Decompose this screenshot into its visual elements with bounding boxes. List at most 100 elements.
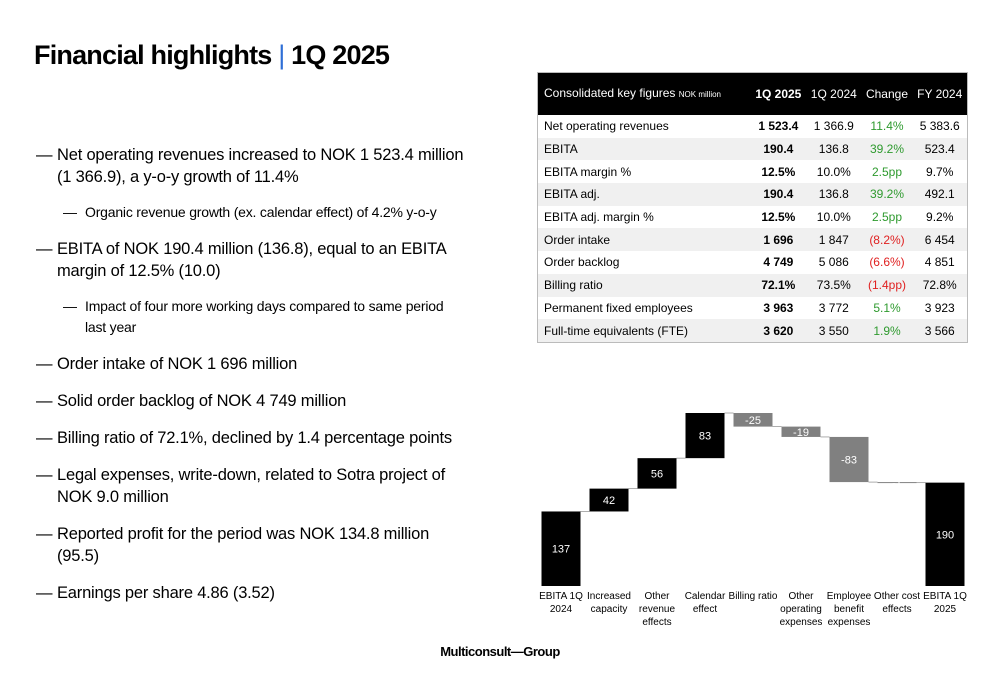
category-label: Other operating expenses: [779, 591, 823, 628]
value-label: -25: [745, 415, 761, 427]
table-row: Net operating revenues 1 523.4 1 366.9 11.4…: [538, 115, 968, 138]
table-row: Billing ratio 72.1% 73.5% (1.4pp) 72.8%: [537, 273, 968, 297]
table-cell: 12.5%: [761, 164, 796, 179]
bullet: Billing ratio of 72.1%, declined by 1.4 …: [36, 427, 466, 449]
bar: [541, 511, 581, 586]
table-row: Order intake 1 696 1 847 (8.2%) 6 454: [537, 228, 968, 252]
table-cell: Billing ratio: [537, 273, 751, 297]
table-cell: 1.9%: [861, 319, 913, 343]
category-label: Billing ratio: [728, 591, 778, 602]
bar: [685, 413, 725, 459]
table-cell: 12.5%: [761, 210, 796, 225]
bullet: Reported profit for the period was NOK 1…: [36, 523, 466, 567]
table-cell: 72.1%: [750, 273, 807, 297]
category-label: Increased capacity: [587, 591, 631, 615]
table-cell: EBITA margin %: [544, 164, 632, 179]
table-cell: 5.1%: [873, 300, 901, 315]
category-label: Calendar effect: [684, 591, 726, 615]
value-label: -83: [841, 455, 857, 467]
bar: [637, 458, 677, 489]
table-cell: 5 383.6: [919, 119, 960, 134]
table-row: EBITA adj. margin % 12.5% 10.0% 2.5pp 9.2%: [538, 206, 968, 229]
bar: [733, 413, 773, 427]
header-row: Consolidated key figures NOK million 1Q 2…: [537, 72, 968, 115]
slide-title: Financial highlights | 1Q 2025: [34, 40, 390, 71]
table-cell: 2.5pp: [871, 210, 902, 225]
table-row: EBITA margin % 12.5% 10.0% 2.5pp 9.7%: [538, 160, 968, 183]
bullet-text: EBITA of NOK 190.4 million (136.8), equa…: [57, 240, 446, 280]
sub-bullet: Organic revenue growth (ex. calendar eff…: [63, 202, 466, 223]
bullet: Order intake of NOK 1 696 million: [36, 353, 466, 375]
table-cell: 39.2%: [861, 137, 913, 161]
table-cell: Full-time equivalents (FTE): [537, 319, 751, 343]
header-cell: 1Q 2025: [750, 72, 807, 115]
title-separator: |: [278, 40, 285, 70]
table-cell: 4 851: [924, 255, 955, 270]
header-cell: FY 2024: [912, 72, 968, 115]
table-cell: 11.4%: [870, 119, 904, 134]
bar: [877, 482, 917, 484]
bullet-text: Net operating revenues increased to NOK …: [57, 146, 464, 186]
bullet: Earnings per share 4.86 (3.52): [36, 582, 466, 604]
table-cell: 136.8: [806, 137, 862, 161]
table-cell: Permanent fixed employees: [544, 300, 693, 315]
table-cell: 2.5pp: [871, 164, 902, 179]
category-label: Other cost effects: [873, 591, 921, 615]
table-row: Order backlog 4 749 5 086 (6.6%) 4 851: [538, 251, 968, 274]
table-cell: 1 696: [750, 228, 807, 252]
table-row: EBITA adj. 190.4 136.8 39.2% 492.1: [537, 183, 968, 206]
table-cell: 10.0%: [816, 210, 851, 225]
table-cell: 1 847: [806, 228, 862, 252]
table-cell: 73.5%: [806, 273, 862, 297]
table-cell: Order intake: [537, 228, 751, 252]
waterfall-chart: 137 42 56 83 -25 -19 -83 -1 190: [541, 412, 965, 586]
header-cell: Consolidated key figures NOK million: [537, 72, 751, 115]
table-cell: 6 454: [912, 228, 968, 252]
bullet-text: Earnings per share 4.86 (3.52): [57, 584, 275, 602]
value-label: 83: [699, 431, 711, 443]
bullet: EBITA of NOK 190.4 million (136.8), equa…: [36, 238, 466, 338]
category-label: Other revenue effects: [638, 591, 676, 628]
bar: [781, 426, 821, 437]
category-label: EBITA 1Q 2025: [923, 591, 967, 615]
table-cell: 5 086: [818, 255, 849, 270]
table-cell: 190.4: [750, 183, 807, 206]
sub-list: Organic revenue growth (ex. calendar eff…: [63, 202, 466, 223]
key-figures-table: Consolidated key figures NOK million 1Q 2…: [537, 72, 968, 343]
table-row: Permanent fixed employees 3 963 3 772 5.1% 3…: [538, 297, 968, 320]
value-label: -1: [892, 478, 902, 490]
table-cell: 136.8: [806, 183, 862, 206]
table-cell: EBITA adj. margin %: [544, 210, 654, 225]
bullet-text: Solid order backlog of NOK 4 749 million: [57, 392, 347, 410]
category-label: Employee benefit expenses: [826, 591, 872, 628]
title-period: 1Q 2025: [291, 40, 390, 70]
table-cell: (1.4pp): [861, 273, 913, 297]
table-cell: (8.2%): [861, 228, 913, 252]
bullet: Legal expenses, write-down, related to S…: [36, 464, 466, 508]
table-cell: EBITA: [537, 137, 751, 161]
header-cell: Change: [861, 72, 913, 115]
table-cell: EBITA adj.: [537, 183, 751, 206]
header-cell: 1Q 2024: [806, 72, 862, 115]
bar: [589, 488, 629, 512]
footer: Multiconsult—Group: [440, 644, 560, 659]
table-cell: 3 963: [763, 300, 794, 315]
table-cell: (6.6%): [869, 255, 905, 270]
header-title: Consolidated key figures: [544, 86, 676, 100]
value-label: 56: [651, 468, 663, 480]
sub-list: Impact of four more working days compare…: [63, 296, 466, 338]
value-label: 137: [552, 544, 570, 556]
table-cell: 1 523.4: [758, 119, 799, 134]
title-main: Financial highlights: [34, 40, 272, 70]
table-cell: 190.4: [750, 137, 807, 161]
table-cell: Order backlog: [544, 255, 620, 270]
bar: [925, 482, 965, 586]
bullet-text: Order intake of NOK 1 696 million: [57, 355, 298, 373]
category-label: EBITA 1Q 2024: [539, 591, 583, 615]
bullet-list: Net operating revenues increased to NOK …: [36, 144, 466, 619]
table-cell: 492.1: [912, 183, 968, 206]
table-cell: 9.7%: [926, 164, 954, 179]
table-cell: 72.8%: [912, 273, 968, 297]
table-cell: 39.2%: [861, 183, 913, 206]
